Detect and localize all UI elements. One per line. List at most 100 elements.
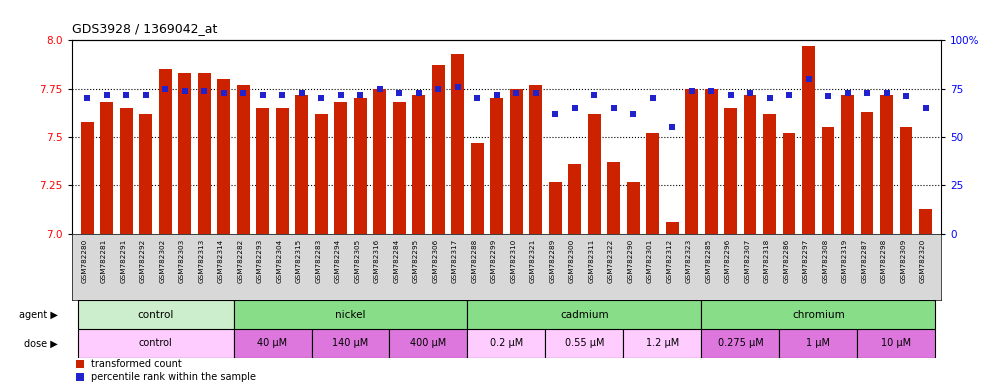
Text: GDS3928 / 1369042_at: GDS3928 / 1369042_at <box>72 22 217 35</box>
Point <box>644 95 660 101</box>
Text: GSM782304: GSM782304 <box>276 239 282 283</box>
Text: GSM782300: GSM782300 <box>569 239 575 283</box>
Text: GSM782285: GSM782285 <box>705 239 711 283</box>
Text: cadmium: cadmium <box>560 310 609 319</box>
Bar <box>858 329 935 358</box>
Bar <box>569 164 581 234</box>
Bar <box>510 89 523 234</box>
Text: GSM782306: GSM782306 <box>432 239 438 283</box>
Point <box>606 105 622 111</box>
Text: GSM782297: GSM782297 <box>803 239 809 283</box>
Bar <box>546 329 623 358</box>
Text: GSM782303: GSM782303 <box>179 239 185 283</box>
Point <box>742 89 758 96</box>
Point <box>80 95 96 101</box>
Text: nickel: nickel <box>336 310 366 319</box>
Bar <box>374 89 386 234</box>
Bar <box>159 70 171 234</box>
Bar <box>432 66 444 234</box>
Point <box>410 89 426 96</box>
Text: control: control <box>137 310 173 319</box>
Bar <box>623 329 701 358</box>
Bar <box>724 108 737 234</box>
Point <box>723 91 739 98</box>
Text: GSM782309: GSM782309 <box>900 239 906 283</box>
Bar <box>81 122 94 234</box>
Text: agent ▶: agent ▶ <box>19 310 58 319</box>
Bar <box>392 102 405 234</box>
Bar <box>78 300 233 329</box>
Bar <box>701 300 935 329</box>
Point <box>391 89 407 96</box>
Point <box>157 86 173 92</box>
Text: GSM782296: GSM782296 <box>725 239 731 283</box>
Text: 40 μM: 40 μM <box>257 338 288 348</box>
Bar <box>312 329 389 358</box>
Point <box>255 91 271 98</box>
Text: GSM782299: GSM782299 <box>491 239 497 283</box>
Bar <box>233 300 467 329</box>
Bar <box>198 73 210 234</box>
Text: GSM782311: GSM782311 <box>589 239 595 283</box>
Bar <box>822 127 835 234</box>
Bar <box>315 114 328 234</box>
Text: GSM782313: GSM782313 <box>198 239 204 283</box>
Text: GSM782319: GSM782319 <box>842 239 848 283</box>
Bar <box>471 143 484 234</box>
Point <box>860 89 875 96</box>
Text: GSM782282: GSM782282 <box>237 239 243 283</box>
Point <box>99 91 115 98</box>
Bar <box>549 182 562 234</box>
Bar <box>899 127 912 234</box>
Point <box>683 88 699 94</box>
Text: GSM782283: GSM782283 <box>316 239 322 283</box>
Text: GSM782307: GSM782307 <box>744 239 750 283</box>
Text: GSM782294: GSM782294 <box>335 239 341 283</box>
Bar <box>880 94 893 234</box>
Bar <box>233 329 312 358</box>
Bar <box>646 133 659 234</box>
Text: GSM782281: GSM782281 <box>101 239 107 283</box>
Text: GSM782287: GSM782287 <box>862 239 868 283</box>
Text: GSM782293: GSM782293 <box>257 239 263 283</box>
Bar <box>529 85 542 234</box>
Text: 0.2 μM: 0.2 μM <box>490 338 523 348</box>
Point <box>587 91 603 98</box>
Point <box>216 89 232 96</box>
Text: GSM782308: GSM782308 <box>822 239 828 283</box>
Bar <box>861 112 873 234</box>
Text: GSM782284: GSM782284 <box>393 239 399 283</box>
Text: GSM782322: GSM782322 <box>608 239 614 283</box>
Bar <box>237 85 250 234</box>
Point <box>801 76 817 82</box>
Point <box>508 89 524 96</box>
Text: GSM782323: GSM782323 <box>685 239 691 283</box>
Text: GSM782312: GSM782312 <box>666 239 672 283</box>
Point <box>820 93 836 99</box>
Bar <box>780 329 858 358</box>
Point <box>372 86 387 92</box>
Point <box>917 105 933 111</box>
Text: GSM782320: GSM782320 <box>919 239 925 283</box>
Text: dose ▶: dose ▶ <box>24 338 58 348</box>
Bar <box>919 209 932 234</box>
Point <box>762 95 778 101</box>
Text: GSM782290: GSM782290 <box>627 239 633 283</box>
Text: control: control <box>138 338 172 348</box>
Point <box>196 88 212 94</box>
Point <box>547 111 563 117</box>
Bar <box>296 94 308 234</box>
Bar <box>666 222 678 234</box>
Bar <box>744 94 757 234</box>
Text: GSM782315: GSM782315 <box>296 239 302 283</box>
Bar <box>467 300 701 329</box>
Text: GSM782280: GSM782280 <box>82 239 88 283</box>
Bar <box>178 73 191 234</box>
Bar <box>276 108 289 234</box>
Text: 400 μM: 400 μM <box>410 338 446 348</box>
Bar <box>803 46 815 234</box>
Bar <box>783 133 796 234</box>
Text: GSM782288: GSM782288 <box>471 239 477 283</box>
Bar <box>608 162 621 234</box>
Point <box>578 201 594 207</box>
